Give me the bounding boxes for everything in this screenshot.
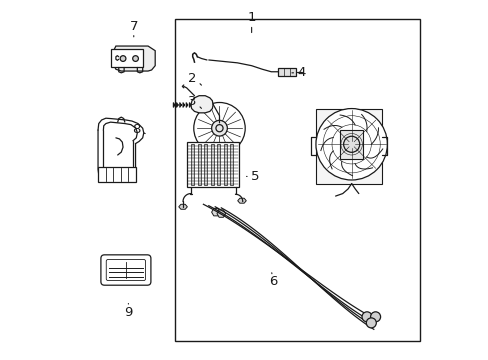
Polygon shape [190, 96, 213, 113]
Circle shape [132, 56, 138, 62]
Bar [340, 130, 363, 158]
Circle shape [361, 312, 371, 322]
Circle shape [315, 109, 386, 180]
Text: 4: 4 [297, 66, 305, 79]
Text: 7: 7 [129, 20, 138, 33]
Bar [175, 19, 419, 341]
Circle shape [370, 312, 380, 322]
Polygon shape [179, 204, 187, 209]
Bar [217, 144, 220, 185]
Bar [191, 144, 194, 185]
Bar [315, 109, 381, 184]
Bar [230, 144, 232, 185]
Bar [204, 144, 207, 185]
Text: 1: 1 [247, 11, 255, 24]
Text: 5: 5 [250, 170, 259, 183]
Polygon shape [114, 46, 155, 71]
Text: 2: 2 [188, 72, 197, 85]
Text: 9: 9 [124, 306, 132, 319]
Polygon shape [211, 208, 220, 216]
Circle shape [120, 56, 125, 62]
Circle shape [343, 136, 359, 152]
Bar [210, 144, 213, 185]
Polygon shape [237, 198, 246, 203]
Bar [223, 144, 226, 185]
Text: 3: 3 [188, 95, 197, 108]
Bar [98, 167, 135, 182]
Bar [278, 68, 295, 76]
Circle shape [366, 318, 376, 328]
Text: 6: 6 [268, 275, 277, 288]
Text: 8: 8 [132, 123, 141, 136]
Polygon shape [110, 49, 142, 67]
Circle shape [211, 120, 227, 136]
Bar [197, 144, 200, 185]
Polygon shape [217, 210, 225, 217]
Bar [187, 143, 239, 187]
